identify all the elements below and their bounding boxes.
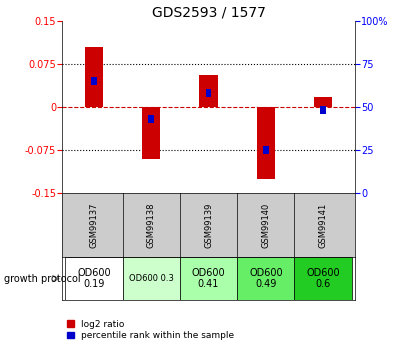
Text: GSM99139: GSM99139 (204, 203, 213, 248)
Text: GSM99138: GSM99138 (147, 203, 156, 248)
Text: growth protocol: growth protocol (4, 274, 81, 284)
Bar (206, 89, 212, 97)
Bar (257, 107, 275, 179)
Bar (314, 97, 332, 107)
Bar (85, 47, 103, 107)
Bar (320, 106, 326, 115)
Bar (263, 146, 269, 154)
Bar (123, 257, 180, 300)
Text: OD600
0.6: OD600 0.6 (306, 268, 340, 289)
Text: GSM99140: GSM99140 (261, 203, 270, 248)
Bar (295, 257, 352, 300)
Bar (142, 107, 160, 159)
Bar (237, 257, 295, 300)
Text: OD600
0.19: OD600 0.19 (77, 268, 111, 289)
Bar (180, 257, 237, 300)
Text: GSM99141: GSM99141 (319, 203, 328, 248)
Bar (91, 77, 97, 85)
Title: GDS2593 / 1577: GDS2593 / 1577 (152, 6, 266, 20)
Bar (148, 115, 154, 123)
Legend: log2 ratio, percentile rank within the sample: log2 ratio, percentile rank within the s… (67, 320, 235, 341)
Text: OD600
0.41: OD600 0.41 (192, 268, 225, 289)
Text: GSM99137: GSM99137 (89, 203, 98, 248)
Text: OD600 0.3: OD600 0.3 (129, 274, 174, 283)
Text: OD600
0.49: OD600 0.49 (249, 268, 283, 289)
Bar (65, 257, 123, 300)
Bar (199, 75, 218, 107)
